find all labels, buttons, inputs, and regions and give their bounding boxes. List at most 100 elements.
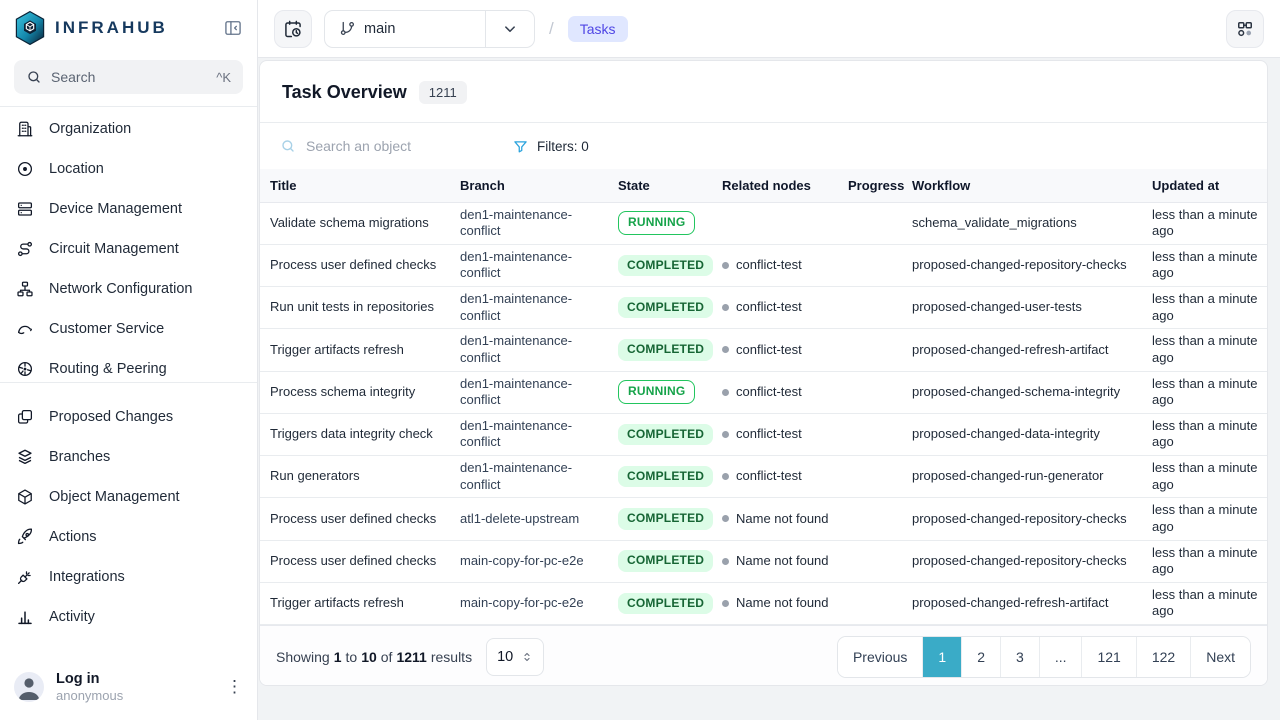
column-header-progress: Progress — [838, 169, 904, 203]
pagination-page-1[interactable]: 1 — [923, 637, 963, 677]
sidebar-item-routing-peering[interactable]: Routing & Peering — [0, 349, 257, 382]
sidebar-item-label: Device Management — [49, 201, 182, 217]
task-updated-at: less than a minute ago — [1142, 244, 1267, 288]
task-progress — [838, 413, 902, 457]
workflow-status-button[interactable] — [1226, 9, 1264, 48]
sidebar-item-label: Circuit Management — [49, 241, 179, 257]
table-row[interactable]: Validate schema migrations den1-maintena… — [260, 202, 1267, 245]
topbar: main / Tasks — [258, 0, 1280, 58]
state-badge: COMPLETED — [618, 550, 714, 572]
table-row[interactable]: Triggers data integrity check den1-maint… — [260, 413, 1267, 457]
task-title: Trigger artifacts refresh — [260, 582, 450, 626]
task-related-nodes: Name not found — [722, 595, 830, 612]
task-title: Run unit tests in repositories — [260, 286, 450, 330]
table-footer: Showing 1 to 10 of 1211 results 10 — [260, 625, 1267, 685]
task-related-nodes: Name not found — [722, 553, 830, 570]
task-branch: den1-maintenance-conflict — [450, 413, 608, 457]
table-row[interactable]: Process user defined checks atl1-delete-… — [260, 497, 1267, 541]
sidebar-collapse-button[interactable] — [223, 18, 243, 38]
sidebar-item-label: Organization — [49, 121, 132, 137]
sidebar-item-organization[interactable]: Organization — [0, 109, 257, 149]
sidebar-item-network-configuration[interactable]: Network Configuration — [0, 269, 257, 309]
workflow-nodes-icon — [1235, 19, 1255, 39]
task-related-nodes: conflict-test — [722, 468, 830, 485]
chevron-down-icon[interactable] — [486, 20, 534, 38]
sidebar-item-integrations[interactable]: Integrations — [0, 557, 257, 597]
up-down-chevrons-icon — [521, 650, 533, 664]
pagination-previous[interactable]: Previous — [837, 637, 924, 677]
location-icon — [16, 160, 34, 178]
task-updated-at: less than a minute ago — [1142, 497, 1267, 541]
table-header-row: Title Branch State Related nodes Progres… — [260, 169, 1267, 203]
cube-icon — [16, 488, 34, 506]
pagination-page-121[interactable]: 121 — [1082, 637, 1137, 677]
task-workflow: proposed-changed-refresh-artifact — [902, 328, 1142, 372]
brand-name: INFRAHUB — [55, 18, 168, 37]
page-size-select[interactable]: 10 — [486, 638, 545, 676]
time-travel-button[interactable] — [274, 9, 312, 48]
node-dot-icon — [722, 473, 729, 481]
node-dot-icon — [722, 599, 729, 607]
node-dot-icon — [722, 304, 729, 312]
task-related-nodes: conflict-test — [722, 342, 830, 359]
sidebar-item-customer-service[interactable]: Customer Service — [0, 309, 257, 349]
sidebar-item-activity[interactable]: Activity — [0, 597, 257, 637]
plug-icon — [16, 568, 34, 586]
pagination-page-122[interactable]: 122 — [1136, 637, 1192, 677]
task-branch: den1-maintenance-conflict — [450, 455, 608, 499]
table-row[interactable]: Run unit tests in repositories den1-main… — [260, 286, 1267, 330]
sidebar-item-actions[interactable]: Actions — [0, 517, 257, 557]
task-progress — [838, 497, 902, 541]
task-title: Process user defined checks — [260, 244, 450, 288]
sidebar-item-object-management[interactable]: Object Management — [0, 477, 257, 517]
task-progress — [838, 540, 902, 583]
sidebar-search-field[interactable] — [51, 69, 181, 85]
branch-name: main — [364, 20, 396, 37]
rocket-icon — [16, 528, 34, 546]
sidebar-item-proposed-changes[interactable]: Proposed Changes — [0, 397, 257, 437]
task-count-badge: 1211 — [418, 81, 467, 104]
account-username: anonymous — [56, 687, 124, 703]
search-input[interactable]: ^K — [14, 60, 243, 94]
sidebar-header: INFRAHUB — [0, 0, 257, 56]
building-icon — [16, 120, 34, 138]
object-search[interactable] — [280, 138, 505, 154]
column-header-updated-at: Updated at — [1142, 169, 1267, 203]
table-row[interactable]: Process user defined checks den1-mainten… — [260, 244, 1267, 288]
task-title: Process schema integrity — [260, 371, 450, 414]
table-row[interactable]: Process schema integrity den1-maintenanc… — [260, 371, 1267, 414]
task-progress — [838, 455, 902, 499]
brand-logo[interactable]: INFRAHUB — [14, 10, 168, 46]
task-updated-at: less than a minute ago — [1142, 455, 1267, 499]
sidebar-item-device-management[interactable]: Device Management — [0, 189, 257, 229]
pagination-next[interactable]: Next — [1191, 637, 1250, 677]
task-updated-at: less than a minute ago — [1142, 413, 1267, 457]
object-search-field[interactable] — [306, 138, 486, 154]
task-updated-at: less than a minute ago — [1142, 582, 1267, 626]
sidebar-item-circuit-management[interactable]: Circuit Management — [0, 229, 257, 269]
node-dot-icon — [722, 261, 729, 269]
account-menu-button[interactable]: ⋮ — [226, 677, 243, 697]
sidebar-item-location[interactable]: Location — [0, 149, 257, 189]
pagination-page-2[interactable]: 2 — [962, 637, 1002, 677]
state-badge: COMPLETED — [618, 465, 714, 488]
pagination-ellipsis[interactable]: ... — [1039, 637, 1083, 677]
table-row[interactable]: Run generators den1-maintenance-conflict… — [260, 455, 1267, 499]
task-progress — [838, 328, 902, 372]
panel-collapse-icon — [223, 18, 243, 38]
task-branch: atl1-delete-upstream — [450, 497, 608, 541]
branch-selector[interactable]: main — [324, 9, 535, 48]
login-button[interactable]: Log in — [56, 670, 100, 687]
filters-button[interactable]: Filters: 0 — [513, 139, 589, 154]
table-row[interactable]: Process user defined checks main-copy-fo… — [260, 540, 1267, 583]
table-row[interactable]: Trigger artifacts refresh main-copy-for-… — [260, 582, 1267, 626]
breadcrumb-tasks[interactable]: Tasks — [567, 15, 628, 42]
task-branch: den1-maintenance-conflict — [450, 371, 608, 414]
pagination-page-3[interactable]: 3 — [1001, 637, 1040, 677]
hierarchy-icon — [16, 280, 34, 298]
node-dot-icon — [722, 388, 729, 396]
table-row[interactable]: Trigger artifacts refresh den1-maintenan… — [260, 328, 1267, 372]
task-branch: main-copy-for-pc-e2e — [450, 582, 608, 626]
task-workflow: proposed-changed-repository-checks — [902, 540, 1142, 583]
sidebar-item-branches[interactable]: Branches — [0, 437, 257, 477]
